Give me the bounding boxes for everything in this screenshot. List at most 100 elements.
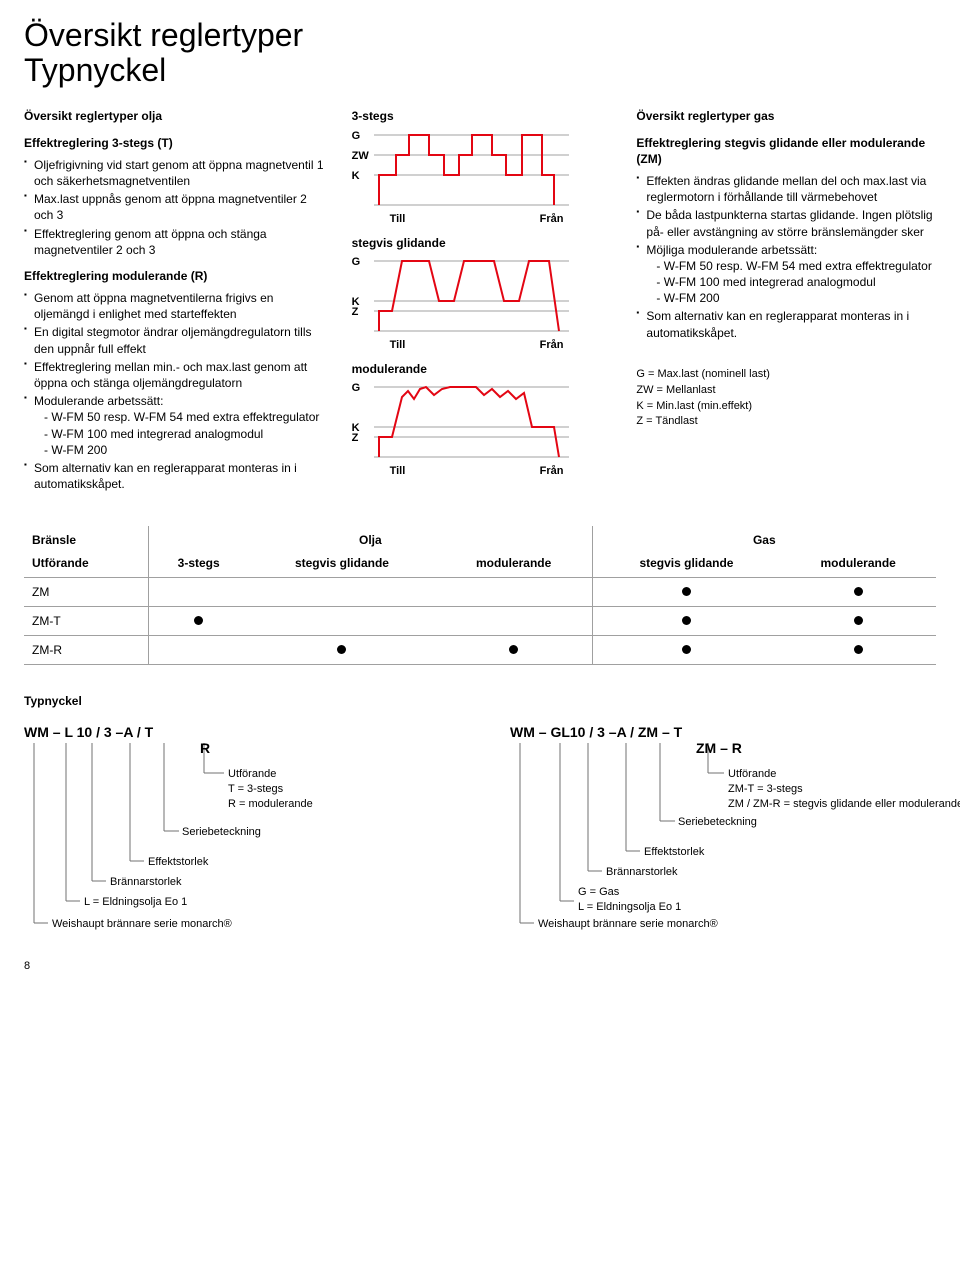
chart-svg — [374, 253, 569, 339]
list-item: Effektreglering genom att öppna och stän… — [24, 226, 324, 258]
chart-svg — [374, 379, 569, 465]
list-item-label: Modulerande arbetssätt: — [34, 394, 163, 408]
col1-h1: Översikt reglertyper olja — [24, 108, 324, 124]
legend-row: ZW = Mellanlast — [636, 383, 936, 398]
matrix-cell — [149, 636, 249, 665]
col3-list: Effekten ändras glidande mellan del och … — [636, 173, 936, 341]
title-line2: Typnyckel — [24, 52, 166, 88]
axis-label: Till — [390, 212, 406, 227]
th-utforande: Utförande — [24, 549, 149, 578]
col3-h2: Effektreglering stegvis glidande eller m… — [636, 135, 936, 167]
th-bransle: Bränsle — [24, 526, 149, 548]
axis-label: G — [352, 381, 361, 396]
axis-label: Från — [540, 464, 564, 479]
tree-label: Weishaupt brännare serie monarch® — [538, 917, 718, 932]
chart-stegvis: stegvis glidande G K Z Till Från — [352, 235, 609, 339]
th-olja: Olja — [149, 526, 593, 548]
tree-label: Weishaupt brännare serie monarch® — [52, 917, 232, 932]
col3-h1: Översikt reglertyper gas — [636, 108, 936, 124]
list-item: Effekten ändras glidande mellan del och … — [636, 173, 936, 205]
dot-icon — [854, 587, 863, 596]
typ-left: WM – L 10 / 3 –A / T R Utförande T = 3-s… — [24, 723, 450, 933]
matrix-cell — [149, 577, 249, 606]
chart-modulerande: modulerande G K Z Till Från — [352, 361, 609, 465]
dot-icon — [509, 645, 518, 654]
th-col: 3-stegs — [149, 549, 249, 578]
table-row: ZM — [24, 577, 936, 606]
list-item: Som alternativ kan en reglerapparat mont… — [24, 460, 324, 492]
matrix-cell — [248, 577, 435, 606]
dot-icon — [682, 645, 691, 654]
matrix-cell — [780, 577, 936, 606]
tree-label: Seriebeteckning — [678, 815, 757, 830]
list-item: En digital stegmotor ändrar olje­mängdre… — [24, 324, 324, 356]
tree-label: Utförande T = 3-stegs R = modulerande — [228, 767, 313, 812]
matrix-cell — [436, 636, 592, 665]
table-row: ZM-T — [24, 606, 936, 635]
matrix-cell — [780, 636, 936, 665]
list-item-label: Möjliga modulerande arbetssätt: — [646, 243, 817, 257]
axis-label: Till — [390, 464, 406, 479]
axis-label: G — [352, 255, 361, 270]
row-label: ZM-R — [24, 636, 149, 665]
tree-label-text: Utförande — [728, 768, 776, 780]
col1-h2: Effektreglering 3-stegs (T) — [24, 135, 324, 151]
tree-label-text: T = 3-stegs — [228, 783, 283, 795]
col-right: Översikt reglertyper gas Effektreglering… — [636, 108, 936, 498]
list-item: De båda lastpunkterna startas glidande. … — [636, 207, 936, 239]
typnyckel-title: Typnyckel — [24, 693, 936, 709]
axis-label: ZW — [352, 149, 369, 164]
type-code-alt: ZM – R — [696, 739, 742, 758]
tree-label-text: L = Eldningsolja Eo 1 — [578, 901, 681, 913]
list-item: Som alternativ kan en reglerapparat mont… — [636, 308, 936, 340]
th-col: stegvis glidande — [248, 549, 435, 578]
tree-label: L = Eldningsolja Eo 1 — [84, 895, 187, 910]
chart-area: G ZW K Till Från — [352, 127, 572, 213]
matrix-cell — [248, 636, 435, 665]
matrix-cell — [248, 606, 435, 635]
chart-label: modulerande — [352, 361, 609, 377]
tree-label: Brännarstorlek — [606, 865, 678, 880]
sub-item: - W-FM 100 med integrerad analog­modul — [646, 274, 936, 290]
matrix-cell — [780, 606, 936, 635]
legend-row: Z = Tändlast — [636, 414, 936, 429]
list-item: Max.last uppnås genom att öppna magnetve… — [24, 191, 324, 223]
tree-label-text: ZM / ZM-R = stegvis glidande eller modul… — [728, 798, 960, 810]
matrix-cell — [592, 606, 780, 635]
matrix-table: Bränsle Olja Gas Utförande 3-stegs stegv… — [24, 526, 936, 665]
sub-item: - W-FM 50 resp. W-FM 54 med extra effekt… — [646, 258, 936, 274]
legend-row: K = Min.last (min.effekt) — [636, 399, 936, 414]
list-item: Effektreglering mellan min.- och max.las… — [24, 359, 324, 391]
tree-label-text: Utförande — [228, 768, 276, 780]
tree-label: Brännarstorlek — [110, 875, 182, 890]
dot-icon — [682, 587, 691, 596]
sub-item: - W-FM 200 — [646, 290, 936, 306]
sub-item: - W-FM 50 resp. W-FM 54 med extra effekt… — [34, 409, 324, 425]
page-number: 8 — [24, 959, 936, 974]
tree-label: Utförande ZM-T = 3-stegs ZM / ZM-R = ste… — [728, 767, 960, 812]
axis-label: Z — [352, 431, 359, 446]
list-item: Genom att öppna magnetventilerna frigivs… — [24, 290, 324, 322]
axis-label: Till — [390, 338, 406, 353]
col-left: Översikt reglertyper olja Effektreglerin… — [24, 108, 324, 498]
dot-icon — [194, 616, 203, 625]
matrix-cell — [592, 636, 780, 665]
chart-area: G K Z Till Från — [352, 253, 572, 339]
main-columns: Översikt reglertyper olja Effektreglerin… — [24, 108, 936, 498]
tree-label-text: ZM-T = 3-stegs — [728, 783, 803, 795]
matrix-cell — [436, 606, 592, 635]
type-code-alt: R — [200, 739, 210, 758]
tree-label: Seriebeteckning — [182, 825, 261, 840]
legend-row: G = Max.last (nominell last) — [636, 367, 936, 382]
dot-icon — [682, 616, 691, 625]
chart-3stegs: 3-stegs G ZW K Till Från — [352, 108, 609, 212]
col1-list2: Genom att öppna magnetventilerna frigivs… — [24, 290, 324, 492]
chart-label: 3-stegs — [352, 108, 609, 124]
dot-icon — [854, 616, 863, 625]
legend: G = Max.last (nominell last) ZW = Mellan… — [636, 367, 936, 429]
col1-h3: Effektreglering modulerande (R) — [24, 268, 324, 284]
axis-label: Från — [540, 212, 564, 227]
matrix-cell — [592, 577, 780, 606]
dot-icon — [854, 645, 863, 654]
chart-area: G K Z Till Från — [352, 379, 572, 465]
